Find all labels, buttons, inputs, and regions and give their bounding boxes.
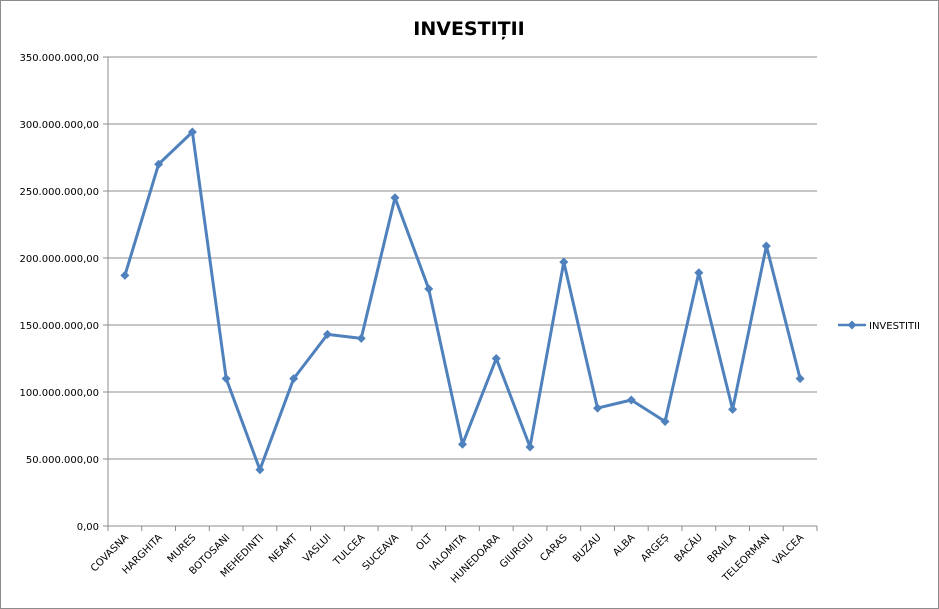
series-line bbox=[123, 130, 802, 472]
data-point bbox=[289, 374, 299, 384]
data-point bbox=[761, 241, 771, 251]
x-tick-label: GIURGIU bbox=[498, 532, 536, 570]
data-point bbox=[154, 159, 164, 169]
data-point bbox=[356, 333, 366, 343]
y-tick-label: 100.000.000,00 bbox=[19, 388, 99, 399]
data-point bbox=[255, 465, 265, 475]
x-tick-label: ARGEȘ bbox=[639, 532, 671, 564]
data-point bbox=[221, 374, 231, 384]
y-tick-label: 200.000.000,00 bbox=[19, 254, 99, 265]
data-point bbox=[491, 354, 501, 363]
data-point bbox=[660, 416, 670, 426]
data-point bbox=[626, 395, 636, 405]
data-point bbox=[120, 270, 130, 280]
x-tick-label: NEAMT bbox=[267, 532, 300, 565]
data-point bbox=[525, 442, 535, 452]
y-tick-label: 250.000.000,00 bbox=[19, 187, 99, 198]
legend-diamond-marker bbox=[847, 320, 857, 330]
x-tick-label: MURES bbox=[166, 532, 199, 565]
y-tick-label: 150.000.000,00 bbox=[19, 321, 99, 332]
x-tick-label: BACĂU bbox=[671, 531, 705, 565]
x-tick-label: CARAS bbox=[538, 532, 570, 564]
data-point bbox=[187, 127, 197, 137]
x-tick-label: BRAILA bbox=[706, 532, 739, 565]
x-tick-label: SUCEAVA bbox=[361, 532, 402, 573]
y-tick-label: 350.000.000,00 bbox=[19, 53, 99, 64]
x-tick-label: BUZAU bbox=[571, 532, 604, 565]
data-point bbox=[390, 193, 400, 203]
plot-area: 0,00 50.000.000,00 100.000.000,00 150.000.0… bbox=[19, 53, 818, 586]
legend: INVESTITII bbox=[838, 320, 920, 332]
data-point bbox=[795, 374, 805, 384]
data-point bbox=[559, 257, 569, 267]
data-point bbox=[424, 284, 434, 294]
y-tick-label: 50.000.000,00 bbox=[26, 455, 99, 466]
data-point bbox=[593, 403, 603, 413]
x-tick-label: VASLUI bbox=[301, 532, 333, 564]
data-point bbox=[728, 404, 738, 414]
data-point bbox=[458, 439, 467, 449]
legend-entry-label: INVESTITII bbox=[869, 321, 920, 332]
data-point bbox=[694, 268, 704, 278]
y-tick-label: 0,00 bbox=[77, 522, 99, 533]
x-tick-label: OLT bbox=[414, 532, 435, 553]
x-tick-label: VALCEA bbox=[771, 532, 806, 567]
chart-title: INVESTIȚII bbox=[413, 18, 524, 40]
x-tick-label: ALBA bbox=[611, 532, 637, 558]
data-point bbox=[322, 329, 332, 339]
y-tick-label: 300.000.000,00 bbox=[19, 120, 99, 131]
